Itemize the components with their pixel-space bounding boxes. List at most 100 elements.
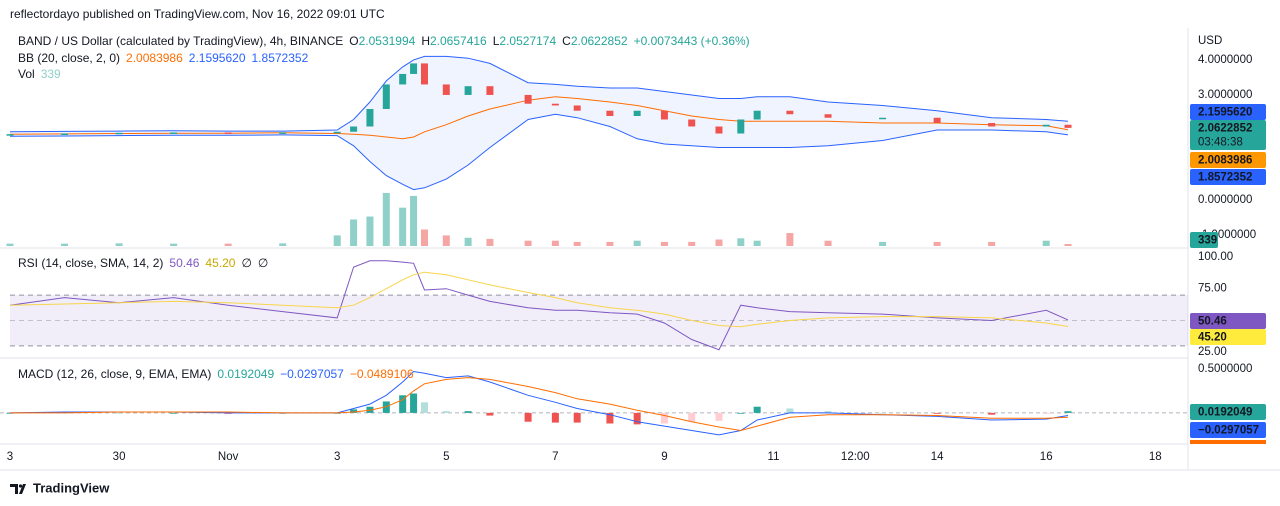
candle bbox=[933, 117, 941, 123]
candle bbox=[399, 73, 407, 85]
histogram-bar bbox=[688, 412, 696, 422]
price-badge-label: −0.0297057 bbox=[1198, 425, 1259, 437]
legend-item: −0.0489106 bbox=[350, 367, 414, 381]
price-badge bbox=[1190, 169, 1266, 185]
candle bbox=[279, 132, 287, 134]
y-tick-label: 0.0000000 bbox=[1198, 194, 1252, 206]
candle bbox=[660, 110, 668, 120]
y-tick-label: 25.00 bbox=[1198, 346, 1227, 358]
legend-item: 2.1595620 bbox=[189, 51, 246, 65]
volume-bar bbox=[350, 219, 358, 246]
volume-bar bbox=[1064, 244, 1072, 246]
legend-item: 1.8572352 bbox=[252, 51, 309, 65]
volume-bar bbox=[606, 241, 614, 246]
legend-item: Vol bbox=[18, 67, 35, 81]
x-tick-label: Nov bbox=[218, 451, 239, 463]
x-tick-label: 18 bbox=[1149, 451, 1162, 463]
x-tick-label: 3 bbox=[7, 451, 13, 463]
candle bbox=[988, 122, 996, 127]
macd-line bbox=[10, 377, 1069, 432]
volume-bar bbox=[988, 241, 996, 246]
candle bbox=[442, 84, 450, 95]
candle bbox=[61, 133, 69, 136]
candle bbox=[333, 131, 341, 134]
bb-upper bbox=[9, 55, 1069, 133]
histogram-bar bbox=[486, 412, 494, 416]
price-badge-label: 45.20 bbox=[1198, 332, 1227, 344]
volume-bar bbox=[410, 195, 418, 246]
x-tick-label: 12:00 bbox=[841, 451, 870, 463]
volume-bar bbox=[786, 233, 794, 246]
candle bbox=[524, 94, 532, 104]
x-tick-label: 9 bbox=[661, 451, 667, 463]
rsi-line bbox=[9, 260, 1069, 351]
histogram-bar bbox=[988, 412, 996, 415]
volume-bar bbox=[715, 239, 723, 246]
volume-bar bbox=[879, 241, 887, 246]
volume-bar bbox=[464, 237, 472, 246]
volume-bar bbox=[115, 243, 123, 246]
histogram-bar bbox=[879, 412, 887, 414]
candle bbox=[410, 63, 418, 74]
price-badge bbox=[1190, 313, 1266, 329]
candle bbox=[6, 134, 14, 136]
legend-item: 2.0657416 bbox=[430, 34, 487, 48]
candle bbox=[688, 119, 696, 127]
countdown: 03:48:38 bbox=[1198, 137, 1243, 149]
volume-bar bbox=[824, 240, 832, 246]
legend: RSI (14, close, SMA, 14, 2) 50.46 45.20 ∅ ∅ bbox=[18, 256, 268, 270]
volume-bar bbox=[524, 240, 532, 246]
volume-bar bbox=[573, 241, 581, 246]
histogram-bar bbox=[633, 412, 641, 425]
histogram-bar bbox=[573, 412, 581, 423]
legend-item: ∅ bbox=[241, 256, 251, 270]
legend-item: 339 bbox=[41, 67, 61, 81]
price-badge-label: 339 bbox=[1198, 235, 1217, 247]
volume-bar bbox=[486, 238, 494, 246]
candle bbox=[753, 110, 761, 120]
histogram-bar bbox=[464, 411, 472, 413]
legend-item: 45.20 bbox=[205, 256, 235, 270]
legend-item: 2.0527174 bbox=[499, 34, 556, 48]
candle bbox=[606, 110, 614, 116]
legend: Vol 339 bbox=[18, 67, 61, 81]
bb-fill bbox=[10, 56, 1068, 190]
candle bbox=[224, 132, 232, 134]
volume-bar bbox=[399, 207, 407, 246]
candle bbox=[464, 86, 472, 95]
price-badge-label: 2.0622852 bbox=[1198, 123, 1252, 135]
legend-item: BB (20, close, 2, 0) bbox=[18, 51, 120, 65]
volume-bar bbox=[61, 243, 69, 246]
candle bbox=[1042, 124, 1050, 127]
candle bbox=[350, 126, 358, 132]
price-badge bbox=[1190, 152, 1266, 168]
published-note: reflectordayo published on TradingView.c… bbox=[10, 7, 385, 21]
legend-item: 2.0083986 bbox=[126, 51, 183, 65]
price-badge-label: 2.0083986 bbox=[1198, 155, 1252, 167]
histogram-bar bbox=[786, 408, 794, 413]
currency: USD bbox=[1198, 35, 1222, 47]
x-tick-label: 14 bbox=[931, 451, 944, 463]
legend: BAND / US Dollar (calculated by TradingV… bbox=[18, 34, 750, 48]
histogram-bar bbox=[715, 412, 723, 421]
volume-bar bbox=[382, 192, 390, 246]
candle bbox=[170, 132, 178, 134]
histogram-bar bbox=[933, 412, 941, 414]
histogram-bar bbox=[442, 411, 450, 413]
candle bbox=[879, 117, 887, 120]
volume-bar bbox=[224, 243, 232, 246]
price-badge bbox=[1190, 329, 1266, 345]
legend-item: BAND / US Dollar (calculated by TradingV… bbox=[18, 34, 343, 48]
volume-bar bbox=[737, 238, 745, 246]
bb-lower bbox=[9, 113, 1069, 191]
histogram-bar bbox=[410, 393, 418, 413]
volume-bar bbox=[933, 241, 941, 246]
candle bbox=[366, 108, 374, 127]
volume-bar bbox=[366, 216, 374, 246]
legend-item: H bbox=[421, 34, 430, 48]
candle bbox=[824, 114, 832, 118]
volume-bar bbox=[1042, 240, 1050, 246]
legend-item: 2.0622852 bbox=[571, 34, 628, 48]
legend-item: L bbox=[493, 34, 500, 48]
volume-bar bbox=[442, 235, 450, 246]
